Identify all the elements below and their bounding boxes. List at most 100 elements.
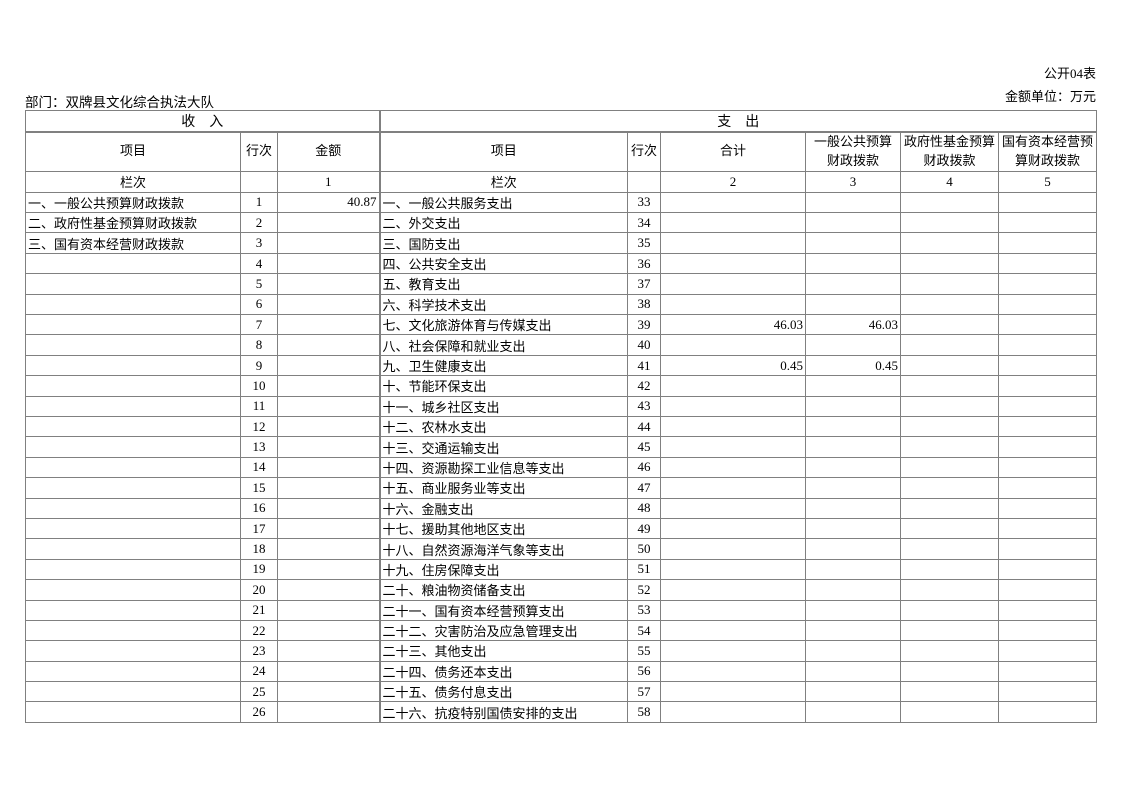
table-row: 三、国有资本经营财政拨款 3 三、国防支出 35 — [25, 232, 1098, 254]
general-budget-cell — [805, 191, 902, 214]
general-budget-cell: 0.45 — [805, 354, 902, 377]
expense-item-cell: 十八、自然资源海洋气象等支出 — [378, 538, 629, 560]
expense-total-cell — [660, 232, 807, 254]
income-item-cell — [25, 497, 241, 519]
table-row: 9 九、卫生健康支出 41 0.45 0.45 — [25, 354, 1098, 377]
expense-total-cell — [660, 212, 807, 234]
income-line-cell: 5 — [240, 273, 278, 295]
expense-total-cell — [660, 619, 807, 642]
gov-fund-cell — [900, 579, 1000, 601]
gov-fund-cell — [900, 681, 1000, 703]
table-row: 7 七、文化旅游体育与传媒支出 39 46.03 46.03 — [25, 314, 1098, 336]
expense-item-cell: 二十一、国有资本经营预算支出 — [378, 599, 629, 621]
gov-fund-cell — [900, 191, 1000, 214]
general-budget-cell — [805, 273, 902, 295]
general-budget-cell — [805, 558, 902, 581]
income-line-cell: 22 — [240, 619, 278, 642]
income-item-cell — [25, 681, 241, 703]
expense-total-cell — [660, 252, 807, 275]
income-item-cell — [25, 273, 241, 295]
state-capital-cell — [998, 701, 1098, 723]
income-line-cell: 11 — [240, 395, 278, 417]
table-row: 17 十七、援助其他地区支出 49 — [25, 517, 1098, 540]
table-row: 23 二十三、其他支出 55 — [25, 640, 1098, 662]
gov-fund-cell — [900, 619, 1000, 642]
expense-line-cell: 34 — [627, 212, 662, 234]
general-budget-cell — [805, 436, 902, 458]
state-capital-cell — [998, 538, 1098, 560]
expense-item-cell: 九、卫生健康支出 — [378, 354, 629, 377]
gov-fund-cell — [900, 314, 1000, 336]
state-capital-cell — [998, 395, 1098, 417]
gov-fund-cell — [900, 252, 1000, 275]
expense-line-cell: 50 — [627, 538, 662, 560]
general-budget-cell — [805, 619, 902, 642]
general-budget-cell — [805, 293, 902, 316]
expense-line-cell: 52 — [627, 579, 662, 601]
income-line-cell: 26 — [240, 701, 278, 723]
general-budget-cell — [805, 395, 902, 417]
income-item-cell — [25, 640, 241, 662]
gov-fund-cell — [900, 599, 1000, 621]
general-budget-cell — [805, 456, 902, 479]
income-line-cell: 1 — [240, 191, 278, 214]
income-item-cell — [25, 314, 241, 336]
expense-total-cell: 46.03 — [660, 314, 807, 336]
table-row: 13 十三、交通运输支出 45 — [25, 436, 1098, 458]
expense-total-cell — [660, 191, 807, 214]
income-line-cell: 10 — [240, 375, 278, 397]
table-row: 5 五、教育支出 37 — [25, 273, 1098, 295]
state-capital-cell — [998, 579, 1098, 601]
general-budget-cell — [805, 660, 902, 683]
gov-fund-cell — [900, 517, 1000, 540]
income-item-cell — [25, 415, 241, 438]
gov-fund-cell — [900, 538, 1000, 560]
general-budget-cell — [805, 232, 902, 254]
income-line-cell: 6 — [240, 293, 278, 316]
expense-item-cell: 二十五、债务付息支出 — [378, 681, 629, 703]
income-item-cell — [25, 354, 241, 377]
table-row: 12 十二、农林水支出 44 — [25, 415, 1098, 438]
income-amount-cell — [276, 354, 381, 377]
state-capital-cell — [998, 619, 1098, 642]
expense-total-cell — [660, 273, 807, 295]
expense-item-cell: 七、文化旅游体育与传媒支出 — [378, 314, 629, 336]
form-code-label: 公开04表 — [1043, 66, 1096, 81]
gov-fund-cell — [900, 640, 1000, 662]
gov-fund-cell — [900, 273, 1000, 295]
expense-line-cell: 35 — [627, 232, 662, 254]
income-item-cell — [25, 660, 241, 683]
income-line-cell: 12 — [240, 415, 278, 438]
expense-item-cell: 二十六、抗疫特别国债安排的支出 — [378, 701, 629, 723]
expense-total-cell — [660, 558, 807, 581]
gov-fund-cell — [900, 375, 1000, 397]
general-budget-cell — [805, 497, 902, 519]
gov-fund-cell — [900, 436, 1000, 458]
table-row: 24 二十四、债务还本支出 56 — [25, 660, 1098, 683]
income-line-cell: 13 — [240, 436, 278, 458]
expense-item-cell: 二、外交支出 — [378, 212, 629, 234]
income-line-cell: 4 — [240, 252, 278, 275]
state-capital-cell — [998, 293, 1098, 316]
expense-total-cell — [660, 375, 807, 397]
state-capital-cell — [998, 599, 1098, 621]
income-line-cell: 16 — [240, 497, 278, 519]
income-item-cell — [25, 395, 241, 417]
income-item-cell — [25, 599, 241, 621]
expense-line-colnum-cell — [627, 170, 662, 193]
state-capital-cell — [998, 477, 1098, 499]
general-budget-header: 一般公共预算财政拨款 — [805, 131, 902, 172]
general-budget-cell — [805, 538, 902, 560]
income-item-cell — [25, 375, 241, 397]
general-budget-cell — [805, 599, 902, 621]
expense-item-cell: 一、一般公共服务支出 — [378, 191, 629, 214]
income-line-cell: 9 — [240, 354, 278, 377]
expense-total-cell — [660, 681, 807, 703]
state-capital-cell — [998, 456, 1098, 479]
state-capital-cell — [998, 314, 1098, 336]
table-body: 一、一般公共预算财政拨款 1 40.87 一、一般公共服务支出 33 二、政府性基金预算财… — [25, 191, 1098, 723]
state-capital-cell — [998, 252, 1098, 275]
expense-item-cell: 二十二、灾害防治及应急管理支出 — [378, 619, 629, 642]
income-item-header: 项目 — [25, 131, 241, 172]
expense-item-cell: 二十三、其他支出 — [378, 640, 629, 662]
